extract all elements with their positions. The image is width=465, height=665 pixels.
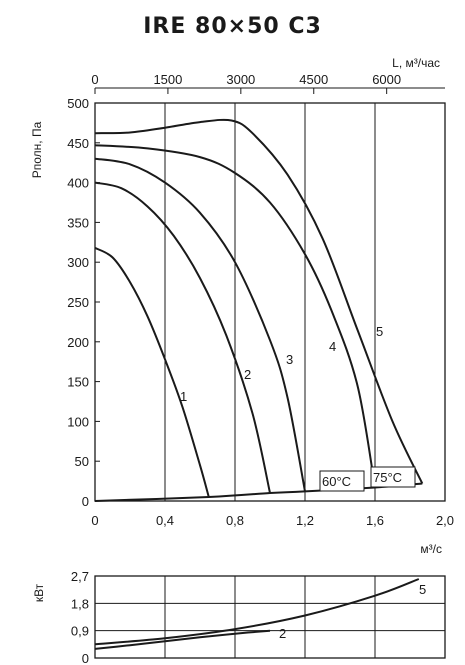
main-x-tick-label: 1,6 [366, 513, 384, 528]
curve-label-5: 5 [376, 324, 383, 339]
top-axis-label: L, м³/час [392, 56, 440, 70]
main-y-tick-label: 0 [82, 494, 89, 509]
main-y-tick-label: 500 [67, 96, 89, 111]
pressure-curve-3 [94, 157, 306, 492]
power-y-tick-label: 0 [82, 651, 89, 665]
main-y-tick-label: 350 [67, 215, 89, 230]
x-axis-label: м³/c [420, 542, 442, 556]
pressure-curve-2 [94, 181, 271, 494]
power-y-axis-label: кВт [32, 583, 46, 602]
main-x-tick-labels: 0 0,4 0,8 1,2 1,6 2,0 [91, 513, 454, 528]
power-plot-frame [94, 575, 446, 659]
power-grid [95, 576, 445, 658]
power-curve-label-2: 2 [279, 626, 286, 641]
main-top-tick-labels: 0 1500 3000 4500 6000 [91, 72, 401, 94]
main-y-tick-label: 100 [67, 414, 89, 429]
chart-title: IRE 80×50 C3 [143, 14, 322, 39]
temp-box-75 [370, 466, 416, 488]
main-y-tick-label: 150 [67, 375, 89, 390]
temp-box-60 [319, 470, 365, 492]
curve-label-1: 1 [180, 389, 187, 404]
main-y-tick-label: 50 [75, 454, 89, 469]
main-y-tick-label: 400 [67, 176, 89, 191]
main-plot-frame [94, 102, 446, 502]
top-axis-tick-label: 4500 [299, 72, 328, 87]
main-x-tick-label: 0 [91, 513, 98, 528]
main-y-tick-label: 200 [67, 335, 89, 350]
pressure-curve-4 [94, 144, 376, 488]
main-x-tick-label: 1,2 [296, 513, 314, 528]
power-curves [94, 578, 420, 650]
temp-label-60: 60°C [322, 474, 351, 489]
main-x-tick-label: 0,8 [226, 513, 244, 528]
main-y-tick-label: 300 [67, 255, 89, 270]
y-axis-label: Pполн, Па [30, 121, 44, 178]
power-y-tick-label: 1,8 [71, 596, 89, 611]
top-axis-tick-label: 3000 [226, 72, 255, 87]
main-grid [95, 102, 376, 502]
pressure-curve-1 [94, 246, 210, 498]
curve-label-4: 4 [329, 339, 336, 354]
power-y-tick-labels: 0 0,9 1,8 2,7 [71, 569, 89, 665]
top-axis-tick-label: 6000 [372, 72, 401, 87]
power-y-tick-label: 2,7 [71, 569, 89, 584]
top-axis-tick-label: 1500 [153, 72, 182, 87]
power-curve-label-5: 5 [419, 582, 426, 597]
top-axis-tick-label: 0 [91, 72, 98, 87]
main-x-tick-label: 2,0 [436, 513, 454, 528]
pressure-curve-5 [94, 118, 424, 484]
main-y-tick-labels: 0 50 100 150 200 250 300 350 400 450 500 [67, 96, 89, 509]
power-y-tick-label: 0,9 [71, 624, 89, 639]
main-y-tick-label: 450 [67, 136, 89, 151]
main-y-tick-label: 250 [67, 295, 89, 310]
curve-label-3: 3 [286, 352, 293, 367]
power-curve-5 [94, 578, 420, 646]
main-x-tick-label: 0,4 [156, 513, 174, 528]
power-curve-2 [94, 629, 271, 650]
main-curves [94, 118, 424, 502]
temp-label-75: 75°C [373, 470, 402, 485]
curve-label-2: 2 [244, 367, 251, 382]
